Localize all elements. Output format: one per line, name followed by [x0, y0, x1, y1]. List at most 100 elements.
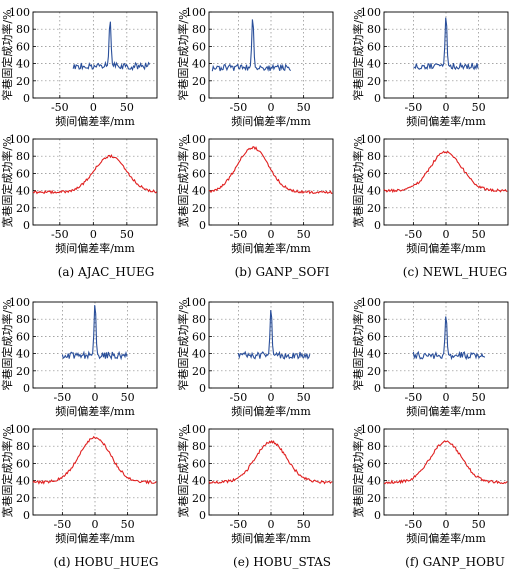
- y-tick-label: 0: [374, 92, 381, 105]
- y-tick-label: 80: [16, 440, 30, 453]
- y-tick-label: 60: [367, 167, 381, 180]
- y-tick-label: 100: [9, 133, 30, 146]
- y-tick-label: 60: [192, 457, 206, 470]
- x-tick-label: 50: [472, 101, 486, 114]
- x-axis-label: 频间偏差率/mm: [231, 241, 311, 255]
- y-tick-label: 20: [192, 202, 206, 215]
- y-tick-label: 100: [360, 423, 381, 436]
- y-axis-label: 宽巷固定成功率/%: [176, 426, 190, 517]
- x-tick-label: -50: [230, 391, 248, 404]
- y-tick-label: 80: [16, 313, 30, 326]
- y-tick-label: 60: [367, 330, 381, 343]
- x-axis-label: 频间偏差率/mm: [55, 404, 135, 418]
- y-tick-label: 0: [23, 382, 30, 395]
- y-tick-label: 20: [367, 202, 381, 215]
- y-tick-label: 100: [185, 296, 206, 309]
- y-tick-label: 40: [192, 475, 206, 488]
- series-line-narrow: [413, 17, 479, 71]
- x-axis-label: 频间偏差率/mm: [231, 531, 311, 545]
- x-tick-label: 50: [297, 391, 311, 404]
- caption-a: (a) AJAC_HUEG: [58, 265, 155, 279]
- series-line-wide: [383, 150, 508, 194]
- y-tick-label: 80: [367, 313, 381, 326]
- y-tick-label: 20: [367, 75, 381, 88]
- x-axis-label: 频间偏差率/mm: [231, 114, 311, 128]
- y-tick-label: 40: [367, 58, 381, 71]
- y-axis-label: 宽巷固定成功率/%: [351, 136, 365, 227]
- x-tick-label: -50: [51, 228, 69, 241]
- caption-c: (c) NEWL_HUEG: [403, 265, 507, 279]
- y-tick-label: 0: [23, 509, 30, 522]
- y-tick-label: 60: [192, 40, 206, 53]
- y-tick-label: 100: [360, 296, 381, 309]
- y-tick-label: 0: [23, 92, 30, 105]
- x-axis-label: 频间偏差率/mm: [55, 241, 135, 255]
- x-tick-label: -50: [54, 518, 72, 531]
- y-tick-label: 80: [192, 23, 206, 36]
- y-tick-label: 80: [16, 23, 30, 36]
- x-tick-label: -50: [230, 518, 248, 531]
- y-tick-label: 40: [367, 185, 381, 198]
- y-axis-label: 窄巷固定成功率/%: [351, 9, 365, 100]
- y-tick-label: 0: [199, 219, 206, 232]
- y-tick-label: 0: [23, 219, 30, 232]
- y-axis-label: 宽巷固定成功率/%: [0, 426, 14, 517]
- x-tick-label: 50: [297, 518, 311, 531]
- y-tick-label: 40: [16, 185, 30, 198]
- caption-b: (b) GANP_SOFI: [235, 265, 330, 279]
- y-tick-label: 60: [16, 457, 30, 470]
- caption-d: (d) HOBU_HUEG: [53, 555, 158, 569]
- x-tick-label: 50: [472, 228, 486, 241]
- series-line-narrow: [61, 305, 128, 361]
- x-axis-label: 频间偏差率/mm: [406, 404, 486, 418]
- y-tick-label: 0: [199, 509, 206, 522]
- captions: (a) AJAC_HUEG (b) GANP_SOFI (c) NEWL_HUE…: [53, 265, 507, 569]
- y-tick-label: 40: [16, 58, 30, 71]
- series-line-wide: [383, 440, 508, 485]
- y-axis-label: 宽巷固定成功率/%: [0, 136, 14, 227]
- series-line-wide: [32, 153, 158, 195]
- y-tick-label: 20: [16, 365, 30, 378]
- x-tick-label: 50: [120, 228, 134, 241]
- x-tick-label: -50: [405, 228, 423, 241]
- y-tick-label: 100: [185, 423, 206, 436]
- x-tick-label: 50: [121, 518, 135, 531]
- y-axis-label: 窄巷固定成功率/%: [0, 9, 14, 100]
- y-tick-label: 80: [192, 150, 206, 163]
- y-tick-label: 20: [192, 365, 206, 378]
- series-line-wide: [32, 435, 157, 485]
- y-tick-label: 20: [367, 492, 381, 505]
- y-tick-label: 100: [360, 133, 381, 146]
- series-line-wide: [208, 146, 333, 195]
- x-tick-label: -50: [54, 391, 72, 404]
- caption-f: (f) GANP_HOBU: [405, 555, 505, 569]
- y-tick-label: 40: [367, 475, 381, 488]
- x-axis-label: 频间偏差率/mm: [406, 114, 486, 128]
- y-tick-label: 20: [16, 202, 30, 215]
- y-tick-label: 80: [367, 150, 381, 163]
- x-tick-label: 0: [268, 391, 275, 404]
- x-tick-label: 0: [443, 391, 450, 404]
- y-tick-label: 0: [199, 382, 206, 395]
- x-tick-label: 0: [268, 228, 275, 241]
- x-tick-label: 0: [443, 101, 450, 114]
- y-tick-label: 0: [374, 382, 381, 395]
- y-axis-label: 宽巷固定成功率/%: [351, 426, 365, 517]
- x-tick-label: 0: [90, 101, 97, 114]
- y-tick-label: 100: [9, 423, 30, 436]
- y-tick-label: 20: [192, 492, 206, 505]
- y-tick-label: 60: [367, 457, 381, 470]
- y-tick-label: 20: [192, 75, 206, 88]
- x-tick-label: -50: [230, 228, 248, 241]
- x-tick-label: 50: [472, 391, 486, 404]
- y-tick-label: 40: [192, 58, 206, 71]
- y-tick-label: 20: [367, 365, 381, 378]
